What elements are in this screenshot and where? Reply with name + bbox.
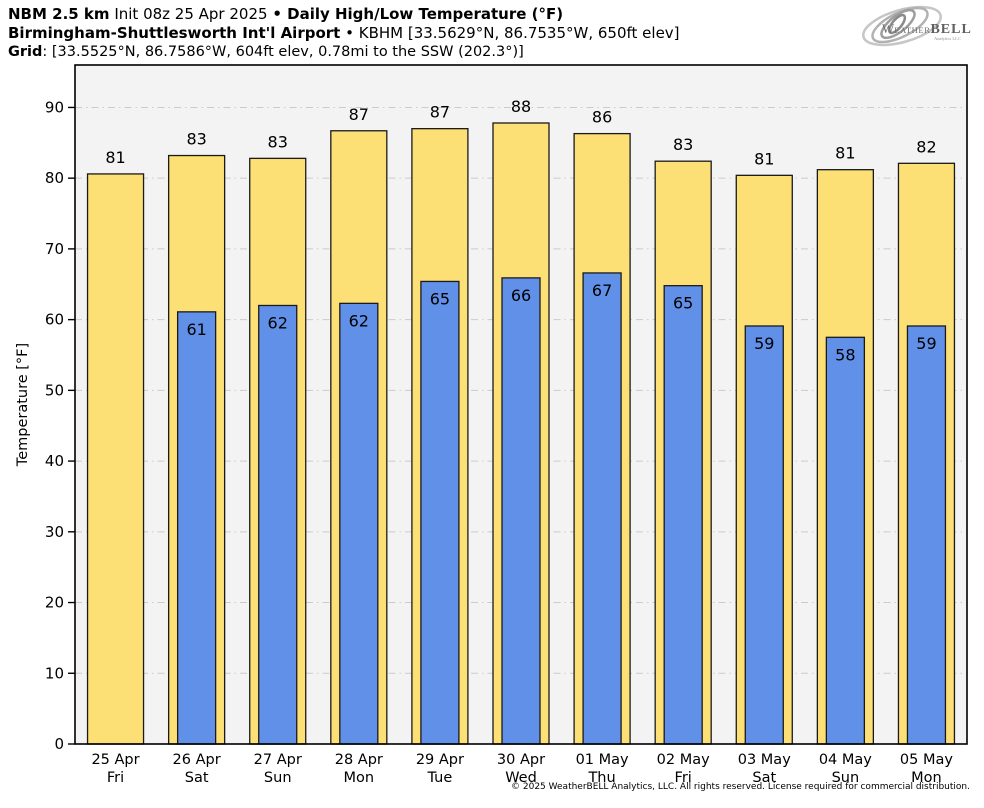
low-value-label: 61: [186, 320, 206, 339]
low-bar: [825, 336, 866, 745]
header-line-3: Grid: [33.5525°N, 86.7586°W, 604ft elev,…: [8, 43, 680, 62]
high-bar: [86, 173, 145, 745]
high-value-label: 82: [916, 137, 936, 156]
high-value-label: 83: [186, 130, 206, 149]
low-bar: [663, 285, 703, 745]
high-value-label: 81: [754, 149, 774, 168]
high-value-label: 88: [511, 97, 531, 116]
x-tick-day: Fri: [107, 770, 124, 786]
x-tick-day: Wed: [505, 770, 537, 786]
logo-eather: EATHER: [894, 25, 930, 35]
y-tick-label: 90: [45, 98, 64, 116]
low-value-label: 65: [430, 289, 450, 308]
x-tick-date: 25 Apr: [91, 752, 139, 768]
y-tick-label: 10: [45, 664, 64, 682]
hurricane-swirl-icon: [862, 5, 942, 47]
y-tick-label: 0: [54, 735, 64, 753]
high-value-label: 83: [673, 135, 693, 154]
low-bar: [420, 280, 460, 745]
x-tick-date: 26 Apr: [173, 752, 221, 768]
x-tick-day: Fri: [675, 770, 692, 786]
low-value-label: 59: [754, 334, 774, 353]
x-tick-date: 04 May: [819, 752, 872, 768]
x-tick-day: Mon: [911, 770, 942, 786]
y-tick-label: 70: [45, 240, 64, 258]
init-time: Init 08z 25 Apr 2025: [109, 5, 273, 23]
low-value-label: 59: [916, 334, 936, 353]
logo-subtitle: Analytics LLC: [934, 36, 961, 41]
x-tick-date: 05 May: [900, 752, 953, 768]
low-bar: [906, 325, 947, 745]
low-bar: [501, 277, 541, 745]
bullet-separator: •: [272, 5, 288, 23]
x-tick-date: 03 May: [738, 752, 791, 768]
high-value-label: 87: [349, 105, 369, 124]
x-tick-day: Sun: [832, 770, 860, 786]
chart-header: NBM 2.5 km Init 08z 25 Apr 2025 • Daily …: [8, 5, 680, 62]
high-value-label: 81: [835, 144, 855, 163]
low-bar: [744, 325, 784, 745]
y-tick-label: 60: [45, 311, 64, 329]
x-tick-day: Sun: [264, 770, 292, 786]
low-value-label: 65: [673, 294, 693, 313]
low-value-label: 62: [349, 311, 369, 330]
x-tick-date: 28 Apr: [335, 752, 383, 768]
grid-label: Grid: [8, 44, 43, 60]
x-tick-date: 29 Apr: [416, 752, 464, 768]
low-bar: [582, 272, 622, 745]
high-value-label: 87: [430, 103, 450, 122]
x-tick-day: Sat: [185, 770, 209, 786]
low-value-label: 62: [268, 313, 288, 332]
x-tick-day: Mon: [344, 770, 375, 786]
y-tick-label: 40: [45, 452, 64, 470]
y-tick-label: 20: [45, 594, 64, 612]
x-tick-date: 02 May: [657, 752, 710, 768]
x-tick-day: Sat: [752, 770, 776, 786]
low-bar: [339, 302, 379, 745]
logo-w: W: [882, 21, 895, 36]
copyright-notice: © 2025 WeatherBELL Analytics, LLC. All r…: [511, 782, 970, 792]
logo-wordmark: WEATHERBELL: [882, 21, 972, 37]
station-details: • KBHM [33.5629°N, 86.7535°W, 650ft elev…: [340, 24, 680, 42]
x-tick-day: Thu: [587, 770, 615, 786]
y-tick-label: 50: [45, 381, 64, 399]
x-tick-date: 27 Apr: [254, 752, 302, 768]
high-value-label: 83: [268, 132, 288, 151]
logo-bell: BELL: [930, 22, 971, 37]
plot-frame: [74, 64, 968, 745]
grid-details: : [33.5525°N, 86.7586°W, 604ft elev, 0.7…: [42, 44, 524, 60]
low-value-label: 58: [835, 345, 855, 364]
high-value-label: 86: [592, 108, 612, 127]
x-tick-date: 30 Apr: [497, 752, 545, 768]
y-tick-label: 30: [45, 523, 64, 541]
low-bar: [176, 311, 217, 745]
header-line-1: NBM 2.5 km Init 08z 25 Apr 2025 • Daily …: [8, 5, 680, 24]
x-tick-date: 01 May: [576, 752, 629, 768]
y-tick-label: 80: [45, 169, 64, 187]
low-bar: [258, 304, 298, 745]
low-value-label: 67: [592, 281, 612, 300]
chart-title: Daily High/Low Temperature (°F): [287, 5, 564, 23]
high-value-label: 81: [105, 148, 125, 167]
y-axis-title: Temperature [°F]: [15, 343, 31, 467]
weatherbell-logo: WEATHERBELL Analytics LLC: [862, 5, 972, 47]
station-name: Birmingham-Shuttlesworth Int'l Airport: [8, 24, 341, 42]
model-name: NBM 2.5 km: [8, 5, 110, 23]
header-line-2: Birmingham-Shuttlesworth Int'l Airport •…: [8, 24, 680, 43]
x-tick-day: Tue: [427, 770, 453, 786]
low-value-label: 66: [511, 286, 531, 305]
